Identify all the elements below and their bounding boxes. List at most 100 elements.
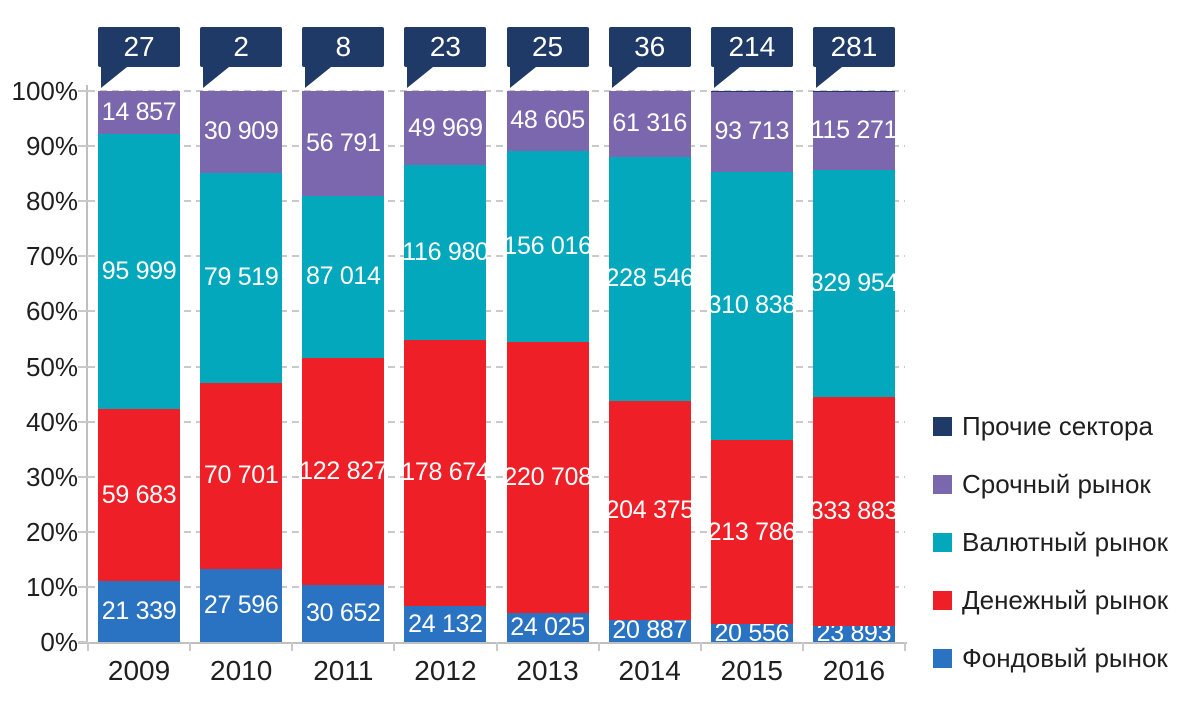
bar-segment-label: 220 708 xyxy=(503,462,592,491)
y-tick xyxy=(78,365,88,368)
bar-segment-label: 122 827 xyxy=(299,456,388,485)
legend-item: Срочный рынок xyxy=(933,464,1151,504)
bar-segment-label: 204 375 xyxy=(605,495,695,524)
bar-segment: 87 014 xyxy=(302,196,385,358)
y-axis-label: 100% xyxy=(11,76,79,106)
bar-segment-label: 116 980 xyxy=(402,238,489,267)
bar-segment: 30 652 xyxy=(302,585,385,642)
callout-value: 27 xyxy=(123,31,155,62)
bar-segment: 21 339 xyxy=(98,580,181,642)
y-axis-line xyxy=(86,85,88,644)
x-tick xyxy=(904,642,906,651)
x-axis-line xyxy=(78,642,907,644)
y-axis-label: 80% xyxy=(25,186,78,217)
callout-value: 2 xyxy=(233,31,249,62)
bar-segment: 48 605 xyxy=(506,91,589,151)
legend-label: Фондовый рынок xyxy=(962,642,1168,673)
gridline xyxy=(88,365,905,368)
y-tick xyxy=(78,310,88,313)
x-axis-label: 2013 xyxy=(516,655,579,686)
gridline xyxy=(88,310,905,313)
legend-label: Прочие сектора xyxy=(962,410,1153,441)
bar: 23 893 333 883 329 954 115 271 xyxy=(809,91,899,647)
bar-segment: 49 969 xyxy=(404,91,487,166)
x-tick xyxy=(189,642,192,651)
gridline xyxy=(88,145,905,148)
bar-segment-label: 329 954 xyxy=(809,268,899,297)
callout-badge: 214 xyxy=(710,27,793,67)
bar-segment: 204 375 xyxy=(605,401,695,620)
legend-item: Денежный рынок xyxy=(933,580,1168,620)
callout-badge: 23 xyxy=(404,27,487,67)
bar-segment-label: 24 025 xyxy=(510,612,585,641)
callout-badge: 2 xyxy=(200,27,283,67)
x-axis-label: 2009 xyxy=(107,655,171,686)
bar-segment-label: 178 674 xyxy=(401,458,490,487)
x-tick xyxy=(801,642,804,651)
bar-segment-label: 21 339 xyxy=(101,596,177,625)
x-axis-label: 2012 xyxy=(414,655,477,686)
bar-segment-label: 27 596 xyxy=(203,591,279,620)
bar: 20 887 204 375 228 546 61 316 xyxy=(605,91,695,645)
callout-badge: 25 xyxy=(506,27,589,67)
y-tick xyxy=(78,200,88,203)
bar-segment: 14 857 xyxy=(98,91,181,134)
callout-value: 23 xyxy=(429,31,462,62)
bar-segment: 93 713 xyxy=(710,91,793,172)
bar-segment-label: 310 838 xyxy=(707,291,797,320)
x-tick xyxy=(393,642,396,651)
callout-badge: 36 xyxy=(608,27,691,67)
bar-segment-label: 115 271 xyxy=(810,116,898,145)
bar-segment: 178 674 xyxy=(401,339,490,607)
y-axis-label: 10% xyxy=(25,571,78,602)
bar: 24 132 178 674 116 980 49 969 xyxy=(401,91,490,642)
x-tick xyxy=(87,642,89,651)
callout-value: 25 xyxy=(531,31,564,62)
bar-segment: 24 025 xyxy=(506,612,589,642)
bar-segment-label: 95 999 xyxy=(101,257,177,286)
bar-segment-label: 156 016 xyxy=(503,231,592,260)
callout-tail xyxy=(101,67,128,88)
y-axis-label: 50% xyxy=(25,351,78,382)
y-axis-label: 40% xyxy=(25,406,78,437)
gridline xyxy=(88,585,905,588)
bar-segment: 156 016 xyxy=(503,150,592,342)
bar-segment: 27 596 xyxy=(200,569,283,642)
legend-color-swatch xyxy=(933,474,952,494)
legend-label: Срочный рынок xyxy=(962,468,1151,499)
bar: 21 339 59 683 95 999 14 857 xyxy=(98,91,181,642)
bar-segment: 310 838 xyxy=(707,171,797,440)
bar-segment: 213 786 xyxy=(708,439,796,625)
bar-segment-label: 24 132 xyxy=(408,609,483,638)
x-axis-label: 2010 xyxy=(210,655,273,686)
gridline xyxy=(88,475,905,478)
x-tick xyxy=(699,642,702,651)
bar-segment-label: 228 546 xyxy=(605,264,695,293)
legend-item: Валютный рынок xyxy=(933,522,1168,562)
bar-segment: 56 791 xyxy=(302,91,385,197)
bar-segment-label: 61 316 xyxy=(612,109,688,138)
callout-tail xyxy=(815,67,842,88)
bar-segment-label: 20 887 xyxy=(612,616,688,645)
y-tick xyxy=(78,255,88,258)
bar: 20 556 213 786 310 838 93 713 xyxy=(707,91,797,647)
bar-segment: 220 708 xyxy=(503,341,592,613)
gridline xyxy=(88,255,905,258)
y-tick xyxy=(78,530,88,533)
bar-segment: 70 701 xyxy=(200,382,283,570)
callout-tail xyxy=(713,67,740,88)
x-axis-label: 2011 xyxy=(313,655,374,686)
bar-segment: 30 909 xyxy=(200,91,283,173)
y-axis-label: 20% xyxy=(25,516,78,547)
bar-segment: 23 893 xyxy=(812,619,895,647)
bar-segment: 59 683 xyxy=(98,409,181,581)
bar-segment-label: 87 014 xyxy=(305,262,381,291)
x-tick xyxy=(495,642,498,651)
legend-item: Прочие сектора xyxy=(933,406,1153,446)
gridline xyxy=(88,420,905,423)
callout-tail xyxy=(203,67,230,88)
x-axis-label: 2014 xyxy=(618,655,681,686)
legend-label: Валютный рынок xyxy=(962,526,1168,557)
bar: 24 025 220 708 156 016 48 605 xyxy=(503,91,592,642)
